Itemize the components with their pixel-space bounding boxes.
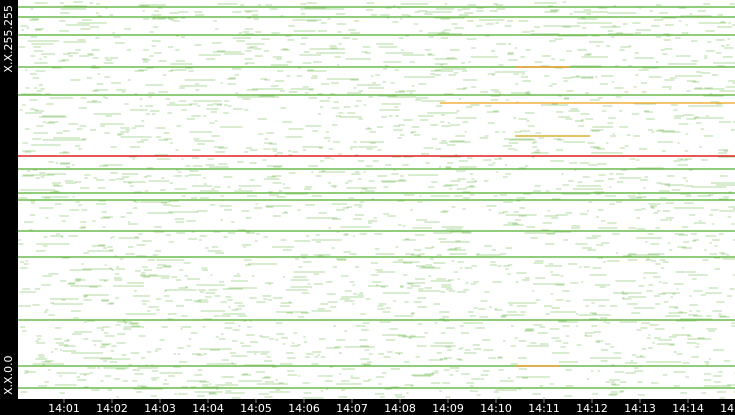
x-tick-label: 14:02 (96, 402, 128, 415)
axes: 14:01 14:02 14:03 14:04 14:05 14:06 14:07 14:08… (2, 5, 735, 415)
x-axis-bar (0, 399, 735, 415)
plot-area (18, 1, 735, 399)
x-tick-label: 14:06 (288, 402, 320, 415)
x-tick-label: 14:01 (48, 402, 80, 415)
x-tick-label: 14:04 (192, 402, 224, 415)
x-tick-label: 14:05 (240, 402, 272, 415)
x-tick-label: 14:03 (144, 402, 176, 415)
y-tick-label: X.X.255.255 (2, 5, 15, 73)
y-axis-bar (0, 0, 18, 415)
x-tick-label: 14:11 (528, 402, 560, 415)
x-tick-label: 14:08 (384, 402, 416, 415)
x-tick-label: 14:13 (624, 402, 656, 415)
y-tick-label: X.X.0.0 (2, 355, 15, 395)
x-tick-label: 14:14 (672, 402, 704, 415)
traffic-noise (18, 1, 735, 399)
x-tick-label: 14:12 (576, 402, 608, 415)
x-tick-label: 14:07 (336, 402, 368, 415)
x-tick-label: 14:10 (480, 402, 512, 415)
x-tick-label: 14:15 (720, 402, 735, 415)
x-tick-label: 14:09 (432, 402, 464, 415)
